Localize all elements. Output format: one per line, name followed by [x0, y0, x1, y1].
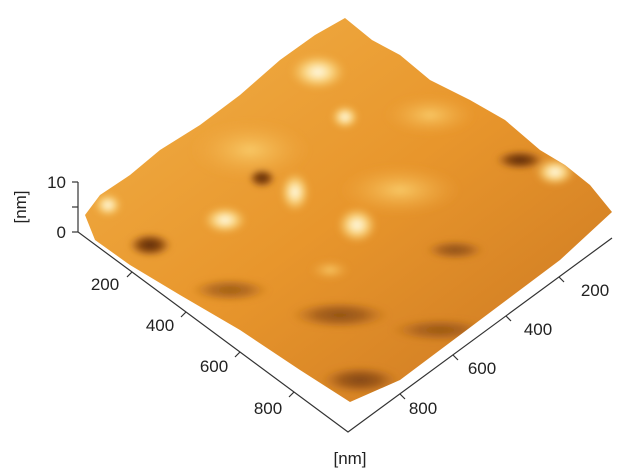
right-tick-label: 200 — [581, 281, 609, 300]
surface — [70, 10, 620, 410]
left-tick-label: 600 — [200, 357, 228, 376]
right-tick-label: 800 — [409, 399, 437, 418]
z-tick-label: 0 — [57, 223, 66, 242]
right-tick-label: 600 — [468, 359, 496, 378]
left-tick-label: 800 — [254, 399, 282, 418]
afm-figure: 10 0 [nm] 200 400 600 800 200 400 600 80… — [0, 0, 621, 469]
z-axis-label: [nm] — [11, 190, 30, 223]
left-tick-label: 200 — [91, 275, 119, 294]
page: {"z_axis": {"label": "[nm]", "ticks": ["… — [0, 0, 621, 469]
left-tick-label: 400 — [146, 316, 174, 335]
right-tick-label: 400 — [524, 320, 552, 339]
z-tick-label: 10 — [47, 173, 66, 192]
bottom-axis-label: [nm] — [333, 449, 366, 468]
